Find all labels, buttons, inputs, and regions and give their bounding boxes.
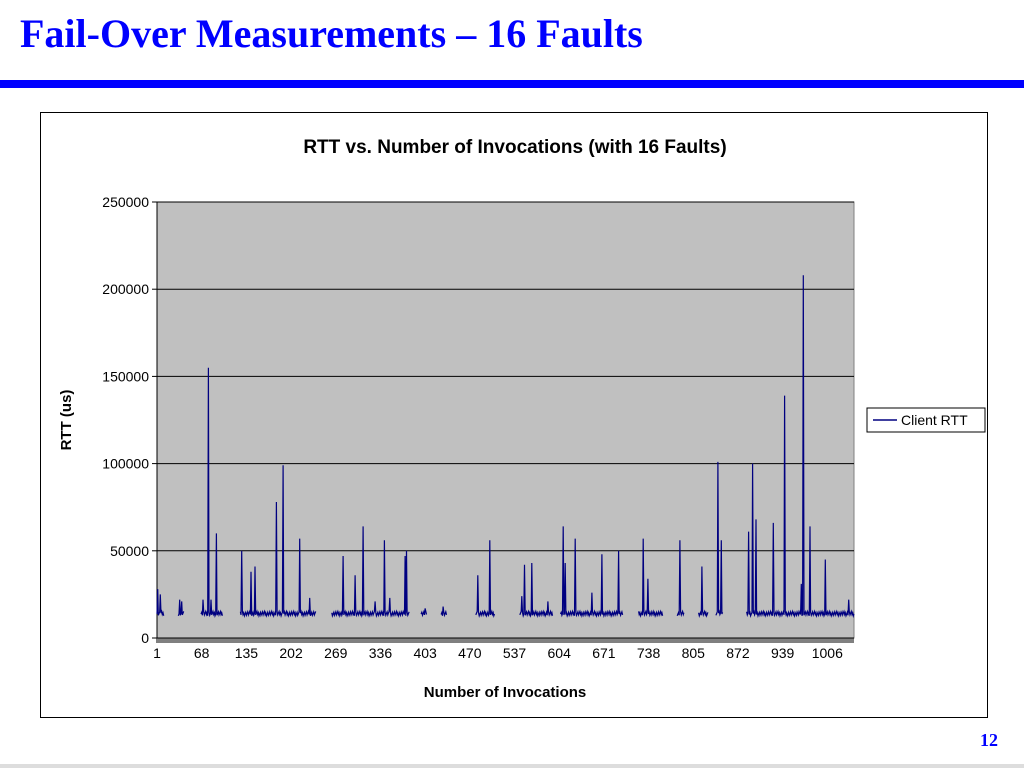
x-tick-label: 1006: [812, 645, 843, 661]
legend: Client RTT: [866, 407, 986, 433]
x-tick-label: 336: [369, 645, 393, 661]
x-tick-label: 537: [503, 645, 527, 661]
x-tick-label: 872: [726, 645, 750, 661]
rtt-chart: RTT vs. Number of Invocations (with 16 F…: [58, 137, 986, 701]
x-tick-label: 939: [771, 645, 795, 661]
plot-area: [156, 201, 855, 639]
x-tick-label: 202: [279, 645, 303, 661]
x-tick-label: 68: [194, 645, 210, 661]
legend-label-client-rtt: Client RTT: [901, 412, 968, 428]
x-tick-label: 604: [548, 645, 572, 661]
y-tick-label: 100000: [102, 456, 149, 472]
y-axis: 0 50000 100000 150000 200000 250000: [102, 194, 158, 646]
x-tick-label: 135: [235, 645, 259, 661]
x-tick-label: 805: [682, 645, 706, 661]
series-line-client-rtt: [156, 275, 855, 619]
chart-frame: RTT vs. Number of Invocations (with 16 F…: [40, 112, 988, 718]
page-number: 12: [980, 730, 998, 750]
x-axis-title: Number of Invocations: [424, 684, 587, 701]
grid-lines: [157, 201, 854, 552]
y-tick-label: 200000: [102, 281, 149, 297]
x-tick-label: 470: [458, 645, 482, 661]
chart-title: RTT vs. Number of Invocations (with 16 F…: [303, 137, 726, 158]
x-tick-label: 1: [153, 645, 161, 661]
x-tick-label: 671: [592, 645, 616, 661]
y-tick-label: 150000: [102, 368, 149, 384]
y-tick-label: 250000: [102, 194, 149, 210]
bottom-rule: [0, 764, 1024, 768]
baseline-tick-band: [156, 638, 854, 643]
x-tick-label: 738: [637, 645, 661, 661]
y-tick-label: 50000: [110, 543, 149, 559]
x-tick-label: 269: [324, 645, 348, 661]
y-axis-title: RTT (us): [58, 390, 75, 451]
slide-title: Fail-Over Measurements – 16 Faults: [20, 11, 643, 56]
x-tick-band: [156, 638, 854, 643]
y-tick-label: 0: [141, 630, 149, 646]
x-tick-label: 403: [413, 645, 437, 661]
title-rule: [0, 80, 1024, 88]
